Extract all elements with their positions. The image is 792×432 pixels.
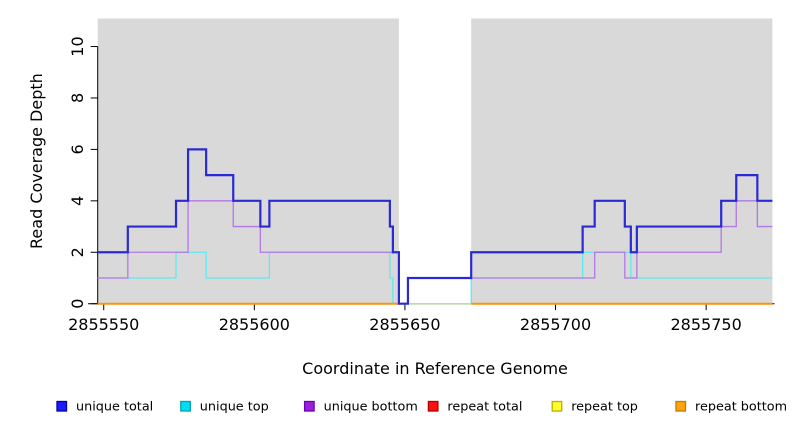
y-tick-label: 0 (68, 299, 87, 309)
legend-label-unique-top: unique top (200, 400, 269, 415)
legend-swatch-repeat-top (551, 400, 563, 412)
y-tick-label: 10 (68, 36, 87, 56)
y-tick-label: 4 (68, 196, 87, 206)
y-axis-title: Read Coverage Depth (27, 73, 46, 249)
x-tick-label: 2855600 (219, 315, 290, 334)
y-tick-label: 6 (68, 144, 87, 154)
plot-shaded-region-0 (97, 18, 399, 304)
series-line-unique-bottom (97, 200, 773, 305)
legend-label-repeat-bottom: repeat bottom (695, 400, 787, 415)
x-tick-label: 2855650 (369, 315, 440, 334)
legend-swatch-unique-bottom (303, 400, 315, 412)
legend-swatch-repeat-bottom (675, 400, 687, 412)
series-line-unique-total (97, 148, 773, 305)
x-tick-label: 2855700 (520, 315, 591, 334)
legend-swatch-repeat-total (427, 400, 439, 412)
plot-shaded-region-1 (471, 18, 773, 304)
series-line-unique-top (97, 251, 773, 305)
x-axis-title: Coordinate in Reference Genome (302, 359, 568, 378)
x-tick-label: 2855750 (671, 315, 742, 334)
y-tick-label: 2 (68, 247, 87, 257)
legend-label-unique-bottom: unique bottom (324, 400, 418, 415)
legend-label-repeat-total: repeat total (447, 400, 522, 415)
x-tick-label: 2855550 (68, 315, 139, 334)
legend-label-unique-total: unique total (76, 400, 153, 415)
y-tick-label: 8 (68, 93, 87, 103)
legend-swatch-unique-top (180, 400, 191, 412)
legend-label-repeat-top: repeat top (571, 400, 638, 415)
legend-swatch-unique-total (56, 400, 68, 412)
